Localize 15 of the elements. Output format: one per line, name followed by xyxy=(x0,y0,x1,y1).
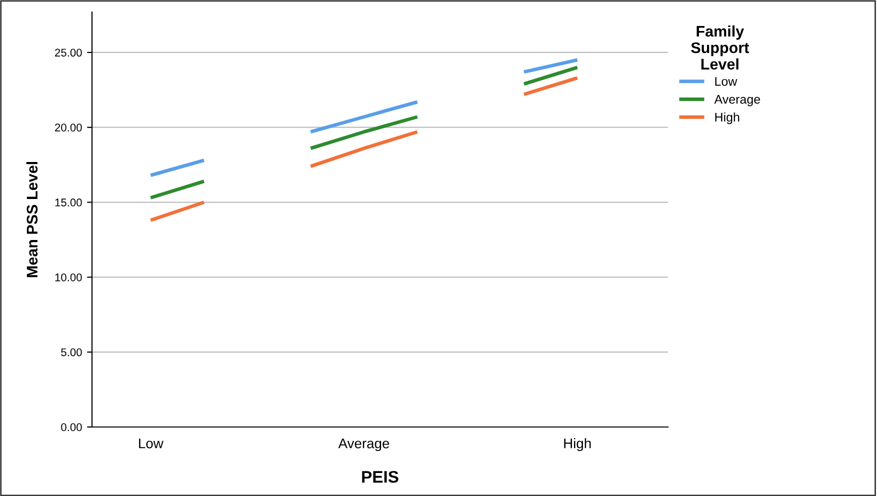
y-tick-label: 5.00 xyxy=(61,348,82,356)
legend-title: Family Support Level xyxy=(691,25,750,70)
x-tick-label: Low xyxy=(139,438,164,448)
y-tick-label: 0.00 xyxy=(61,423,82,432)
x-tick-label: High xyxy=(564,438,591,452)
y-tick-label: 10.00 xyxy=(55,273,82,282)
x-axis-title: PEIS xyxy=(362,470,398,483)
legend-label: Low xyxy=(715,77,738,86)
y-tick-label: 15.00 xyxy=(55,198,82,206)
x-tick-label: Average xyxy=(338,438,390,452)
y-tick-label: 25.00 xyxy=(55,48,82,57)
legend-label: High xyxy=(715,112,740,124)
y-tick-label: 20.00 xyxy=(55,124,82,132)
y-axis-title: Mean PSS Level xyxy=(26,162,38,278)
legend-label: Average xyxy=(714,95,760,106)
